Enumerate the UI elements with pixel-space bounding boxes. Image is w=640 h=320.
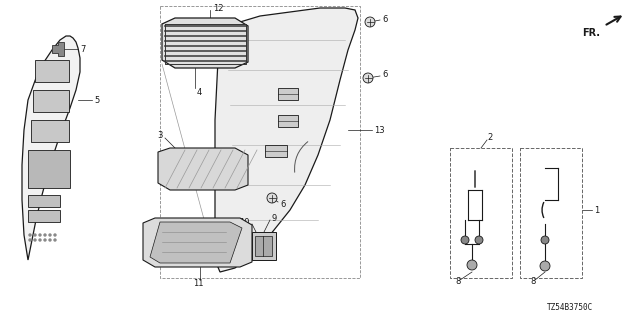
Circle shape: [39, 234, 41, 236]
Text: 12: 12: [213, 4, 223, 12]
Polygon shape: [215, 8, 358, 272]
Polygon shape: [255, 236, 272, 256]
Bar: [520, 148, 582, 278]
Text: TZ54B3750C: TZ54B3750C: [547, 303, 593, 313]
Text: 6: 6: [280, 199, 285, 209]
Circle shape: [475, 236, 483, 244]
Text: 9: 9: [272, 213, 277, 222]
Polygon shape: [35, 60, 69, 82]
Circle shape: [29, 234, 31, 236]
Circle shape: [44, 234, 46, 236]
Circle shape: [39, 239, 41, 241]
Bar: [160, 6, 360, 278]
Circle shape: [461, 236, 469, 244]
Circle shape: [54, 234, 56, 236]
Text: 1: 1: [594, 205, 599, 214]
Polygon shape: [158, 148, 248, 190]
Polygon shape: [28, 150, 70, 188]
Polygon shape: [28, 210, 60, 222]
Polygon shape: [31, 120, 69, 142]
Text: 6: 6: [382, 14, 387, 23]
Circle shape: [541, 236, 549, 244]
Text: 10: 10: [239, 218, 250, 227]
Circle shape: [363, 73, 373, 83]
Circle shape: [467, 260, 477, 270]
Circle shape: [267, 193, 277, 203]
Text: 4: 4: [197, 87, 202, 97]
Text: 8: 8: [455, 277, 461, 286]
Text: 13: 13: [374, 125, 385, 134]
Text: FR.: FR.: [582, 28, 600, 38]
Text: 2: 2: [488, 132, 493, 141]
Circle shape: [540, 261, 550, 271]
Text: 6: 6: [382, 69, 387, 78]
Polygon shape: [278, 115, 298, 127]
Polygon shape: [162, 18, 248, 68]
Text: 11: 11: [193, 278, 204, 287]
Circle shape: [29, 239, 31, 241]
Circle shape: [44, 239, 46, 241]
Text: 8: 8: [531, 277, 536, 286]
Text: 5: 5: [94, 95, 99, 105]
Polygon shape: [265, 145, 287, 157]
Polygon shape: [28, 195, 60, 207]
Text: 3: 3: [157, 131, 163, 140]
Circle shape: [49, 234, 51, 236]
Circle shape: [49, 239, 51, 241]
Polygon shape: [150, 222, 242, 263]
Polygon shape: [143, 218, 252, 267]
Polygon shape: [22, 36, 80, 260]
Polygon shape: [33, 90, 69, 112]
Text: 7: 7: [80, 44, 85, 53]
Circle shape: [54, 239, 56, 241]
Circle shape: [365, 17, 375, 27]
Bar: [450, 148, 512, 278]
Polygon shape: [52, 42, 64, 56]
Polygon shape: [278, 88, 298, 100]
Circle shape: [34, 234, 36, 236]
Polygon shape: [252, 232, 276, 260]
Circle shape: [34, 239, 36, 241]
